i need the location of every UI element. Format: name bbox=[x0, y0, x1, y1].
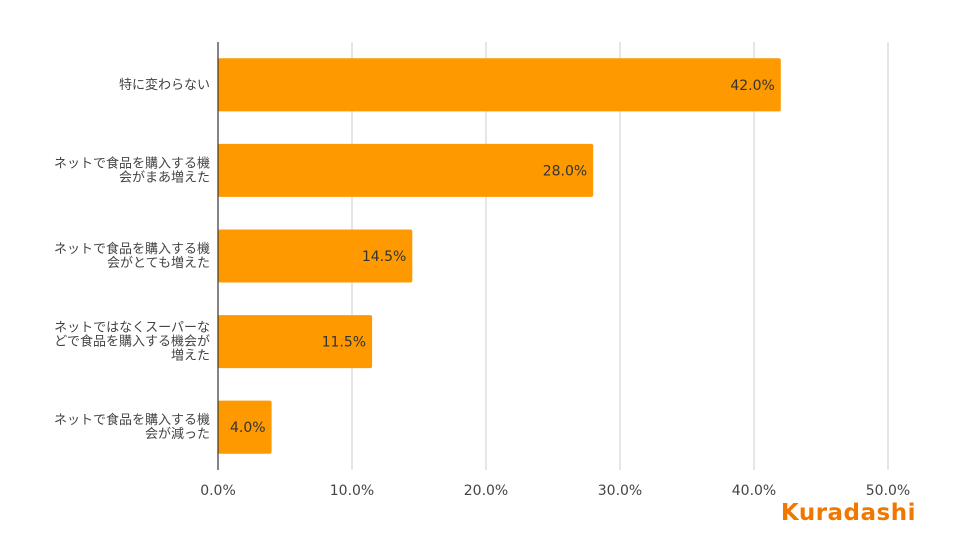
data-label: 11.5% bbox=[322, 335, 366, 351]
x-tick-labels: 0.0% 10.0% 20.0% 30.0% 40.0% 50.0% bbox=[200, 483, 910, 499]
category-labels: 特に変わらないネットで食品を購入する機会がまあ増えたネットで食品を購入する機会が… bbox=[54, 77, 210, 442]
category-label: ネットで食品を購入する機会がまあ増えた bbox=[54, 155, 210, 185]
category-label-line: ネットで食品を購入する機 bbox=[54, 241, 210, 257]
category-label-line: 会が減った bbox=[145, 426, 210, 442]
x-tick-label: 40.0% bbox=[732, 483, 776, 499]
x-tick-label: 0.0% bbox=[200, 483, 236, 499]
category-label-line: どで食品を購入する機会が bbox=[54, 334, 210, 350]
data-label: 28.0% bbox=[543, 163, 587, 179]
x-tick-label: 50.0% bbox=[866, 483, 910, 499]
category-label-line: 特に変わらない bbox=[119, 77, 210, 93]
x-tick-label: 10.0% bbox=[330, 483, 374, 499]
category-label-line: ネットで食品を購入する機 bbox=[54, 155, 210, 171]
category-label: ネットで食品を購入する機会がとても増えた bbox=[54, 241, 210, 271]
bar bbox=[218, 58, 781, 112]
data-label: 42.0% bbox=[730, 78, 774, 94]
category-label: 特に変わらない bbox=[119, 77, 210, 93]
category-label-line: ネットではなくスーパーな bbox=[54, 321, 210, 336]
x-tick-label: 20.0% bbox=[464, 483, 508, 499]
category-label-line: 増えた bbox=[171, 349, 210, 364]
data-label: 4.0% bbox=[230, 420, 266, 436]
bar bbox=[218, 229, 413, 283]
category-label: ネットで食品を購入する機会が減った bbox=[54, 412, 210, 442]
data-label: 14.5% bbox=[362, 249, 406, 265]
kuradashi-logo: Kuradashi bbox=[780, 500, 916, 526]
bars: 42.0% 28.0% 14.5% 11.5% 4.0% bbox=[218, 58, 781, 454]
bar bbox=[218, 400, 272, 454]
category-label-line: 会がとても増えた bbox=[107, 256, 210, 271]
category-label: ネットではなくスーパーなどで食品を購入する機会が増えた bbox=[54, 321, 210, 364]
category-label-line: ネットで食品を購入する機 bbox=[54, 412, 210, 428]
gridlines bbox=[351, 42, 889, 470]
bar bbox=[218, 143, 594, 197]
category-label-line: 会がまあ増えた bbox=[119, 170, 210, 185]
bar bbox=[218, 315, 373, 369]
x-tick-label: 30.0% bbox=[598, 483, 642, 499]
